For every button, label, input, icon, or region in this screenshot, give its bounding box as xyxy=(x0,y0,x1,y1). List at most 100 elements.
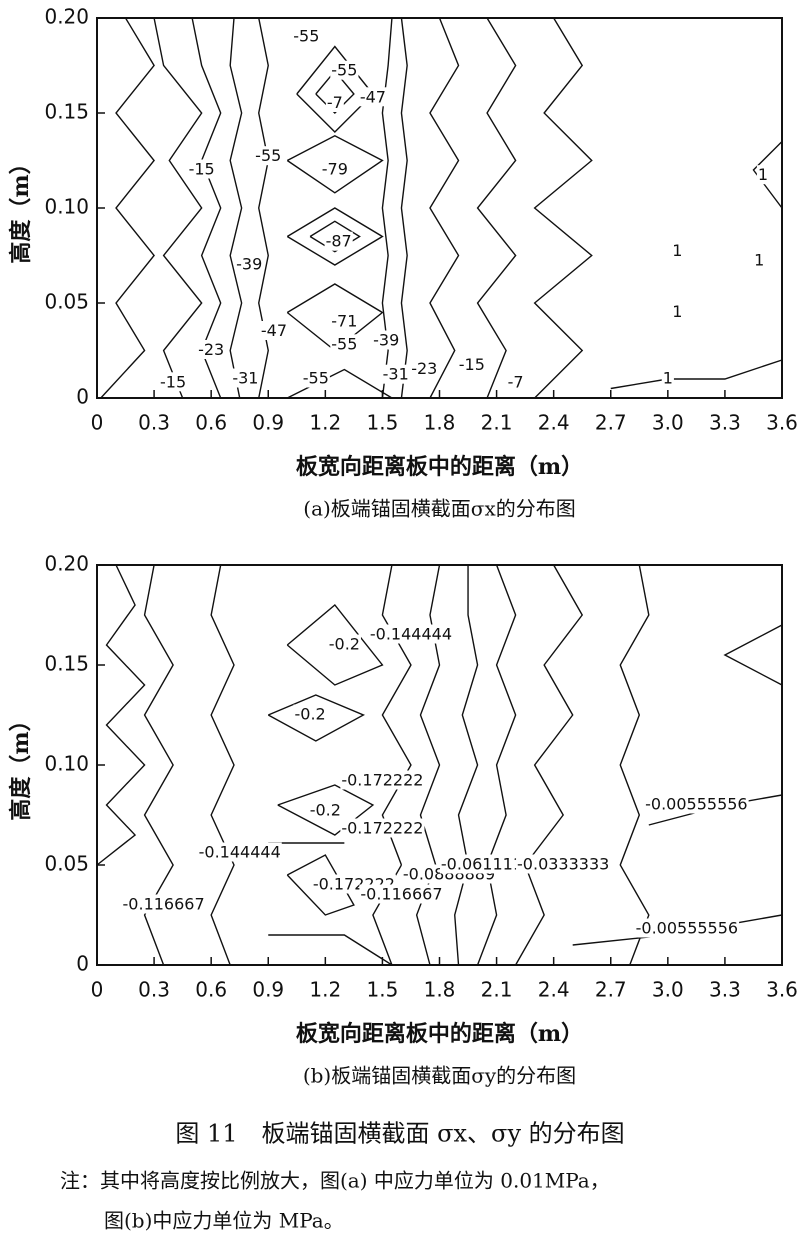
contour-label-bg xyxy=(259,321,289,340)
x-tick-label: 0 xyxy=(91,411,104,435)
x-tick-label: 3.3 xyxy=(709,978,741,1002)
contour-label: -7 xyxy=(508,372,524,391)
contour-label-bg xyxy=(235,254,264,274)
x-tick-label: 3.0 xyxy=(652,978,684,1002)
contour-line xyxy=(286,283,384,352)
contour-label: -39 xyxy=(373,331,399,350)
y-tick-label: 0.05 xyxy=(44,290,89,314)
contour-label: -7 xyxy=(327,93,343,112)
note: 图(b)中应力单位为 MPa。 xyxy=(104,1209,344,1233)
contour-line xyxy=(153,17,203,399)
contour-label-bg xyxy=(634,918,740,938)
contour-label-bg xyxy=(159,372,188,392)
contour-label: -0.00555556 xyxy=(636,919,738,938)
contour-line xyxy=(267,694,365,742)
x-tick-label: 1.2 xyxy=(309,978,341,1002)
contour-label: -55 xyxy=(303,369,329,388)
contour-label: 1 xyxy=(672,302,682,321)
contour-label-bg xyxy=(340,770,425,790)
x-tick-label: 2.7 xyxy=(595,411,627,435)
contour-label-bg xyxy=(756,165,770,185)
x-tick-label: 0 xyxy=(91,978,104,1002)
contour-label-bg xyxy=(330,334,359,354)
contour-label-bg xyxy=(197,842,282,862)
contour-line xyxy=(610,359,783,390)
contour-label-bg xyxy=(340,818,425,838)
contour-line xyxy=(619,564,650,966)
contour-label-bg xyxy=(506,372,525,392)
contour-label-bg xyxy=(368,624,454,644)
contour-label: -0.144444 xyxy=(199,843,281,862)
contour-line xyxy=(286,207,384,266)
contour-label: -39 xyxy=(236,255,262,274)
contour-label-bg xyxy=(187,159,216,179)
x-tick-label: 2.1 xyxy=(481,411,513,435)
contour-label: -0.2 xyxy=(295,705,326,724)
contour-line xyxy=(400,17,408,399)
x-tick-label: 3.0 xyxy=(652,411,684,435)
contour-label: 1 xyxy=(754,251,764,270)
contour-label-bg xyxy=(121,894,206,914)
contour-line xyxy=(96,564,146,866)
x-tick-label: 0.9 xyxy=(252,978,284,1002)
contour-label: -23 xyxy=(411,359,437,378)
contour-label: -0.2 xyxy=(329,635,360,654)
contour-label: -23 xyxy=(198,340,224,359)
x-tick-label: 1.5 xyxy=(367,411,399,435)
contour-label-bg xyxy=(327,634,361,654)
contour-label-bg xyxy=(410,359,439,378)
y-tick-label: 0.10 xyxy=(44,195,89,219)
x-tick-label: 1.8 xyxy=(424,978,456,1002)
contour-label-bg xyxy=(381,364,410,384)
y-tick-label: 0.15 xyxy=(44,652,89,676)
contour-label-bg xyxy=(320,159,349,179)
contour-line xyxy=(286,854,355,916)
x-tick-label: 2.7 xyxy=(595,978,627,1002)
contour-label-bg xyxy=(372,330,401,350)
contour-label: -0.2 xyxy=(310,801,341,820)
y-tick-label: 0.05 xyxy=(44,852,89,876)
contour-label-bg xyxy=(330,311,359,331)
x-axis-label: 板宽向距离板中的距离（m） xyxy=(296,1021,583,1047)
x-tick-label: 2.1 xyxy=(481,978,513,1002)
contour-line xyxy=(533,17,593,399)
x-tick-label: 3.6 xyxy=(766,411,798,435)
x-tick-label: 1.2 xyxy=(309,411,341,435)
contour-label-bg xyxy=(292,26,321,46)
contour-label: -15 xyxy=(160,372,186,391)
contour-line xyxy=(429,17,460,399)
x-tick-label: 0.6 xyxy=(195,978,227,1002)
contour-label-bg xyxy=(671,241,684,261)
contour-label: -87 xyxy=(326,232,352,251)
contour-line xyxy=(277,784,375,836)
contour-label-bg xyxy=(330,60,359,80)
contour-label-bg xyxy=(358,87,387,107)
contour-line xyxy=(286,604,384,686)
contour-line xyxy=(476,564,517,966)
x-tick-label: 2.4 xyxy=(538,978,570,1002)
contour-label: -0.144444 xyxy=(370,625,452,644)
contour-label: -0.00555556 xyxy=(645,795,747,814)
contour-line xyxy=(229,17,243,399)
contour-line xyxy=(515,564,584,966)
x-tick-label: 3.3 xyxy=(709,411,741,435)
y-tick-label: 0 xyxy=(76,952,89,976)
y-tick-label: 0.15 xyxy=(44,100,89,124)
contour-label: -71 xyxy=(331,312,357,331)
contour-label-bg xyxy=(301,368,330,388)
contour-label-bg xyxy=(359,884,444,904)
contour-label: -55 xyxy=(293,27,319,46)
contour-label: -79 xyxy=(322,160,348,179)
contour-label-bg xyxy=(644,794,749,814)
x-tick-label: 3.6 xyxy=(766,978,798,1002)
contour-label: -0.116667 xyxy=(360,885,442,904)
caption: 图 11 板端锚固横截面 σx、σy 的分布图 xyxy=(175,1120,624,1148)
contour-label-bg xyxy=(439,854,535,874)
x-tick-label: 0.3 xyxy=(138,978,170,1002)
contour-label: -47 xyxy=(360,87,386,106)
contour-label-bg xyxy=(325,93,344,112)
contour-label: -0.172222 xyxy=(341,771,423,790)
contour-label: -47 xyxy=(261,321,287,340)
note: 注：其中将高度按比例放大，图(a) 中应力单位为 0.01MPa， xyxy=(60,1169,610,1193)
contour-label-bg xyxy=(324,231,353,251)
